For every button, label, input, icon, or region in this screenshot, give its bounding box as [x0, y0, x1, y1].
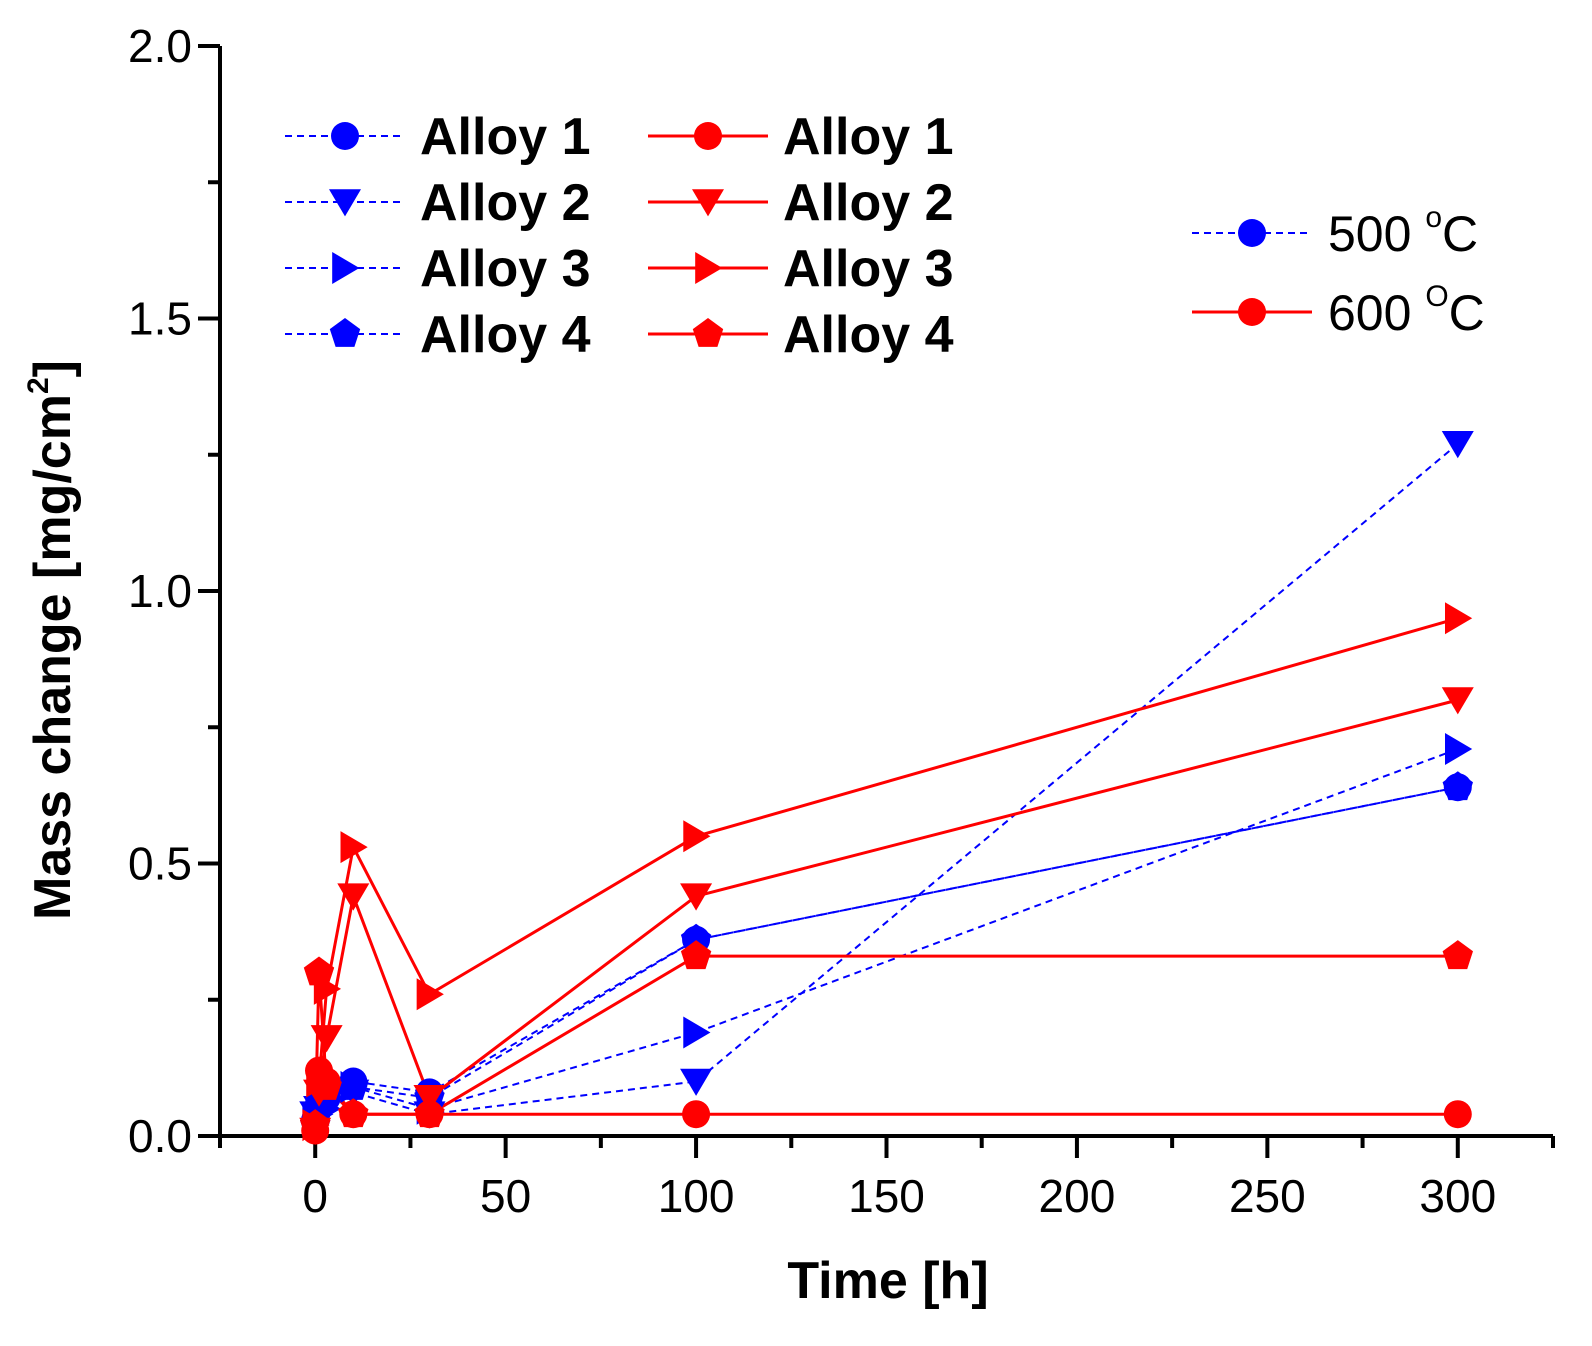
legend-label: Alloy 1: [420, 108, 591, 166]
legend-marker: [329, 189, 361, 217]
legend-marker: [332, 252, 360, 284]
series-line-600-alloy-2: [313, 698, 1459, 1131]
data-point-600-alloy-4: [680, 940, 712, 970]
y-tick-label: 1.0: [128, 565, 192, 617]
x-tick-label: 50: [480, 1170, 531, 1222]
y-axis-title-end: ]: [24, 360, 82, 377]
data-point-500-alloy-4: [338, 1071, 369, 1100]
temp-value: 600: [1328, 285, 1425, 341]
data-point-600-alloy-3: [1444, 602, 1473, 635]
series-line-500-alloy-2: [314, 443, 1459, 1116]
series-line-600-alloy-4: [313, 954, 1458, 1126]
data-point-600-alloy-2: [680, 883, 713, 911]
legend-marker: [329, 318, 361, 347]
legend-marker: [694, 122, 722, 150]
legend-marker: [695, 252, 723, 284]
legend-label: Alloy 4: [783, 306, 954, 364]
x-axis-title: Time [h]: [787, 1252, 988, 1310]
temp-legend-marker: [1238, 298, 1266, 326]
legend-label: Alloy 4: [420, 306, 591, 364]
temp-unit: C: [1449, 285, 1485, 341]
legend-label: Alloy 1: [783, 108, 954, 166]
data-point-500-alloy-3: [1444, 733, 1473, 766]
temp-value: 500: [1328, 206, 1425, 262]
y-tick-label: 2.0: [128, 20, 192, 72]
legend-label: Alloy 3: [783, 240, 954, 298]
temp-degree: O: [1425, 280, 1448, 313]
y-axis-title: Mass change [mg/cm2]: [22, 360, 82, 920]
x-tick-label: 100: [658, 1170, 735, 1222]
legend: Alloy 1 Alloy 2 Alloy 3 Alloy 4 Alloy 1 Alloy…: [285, 108, 1485, 364]
data-point-500-alloy-3: [683, 1016, 711, 1049]
y-axis-title-sup: 2: [22, 377, 55, 394]
data-point-600-alloy-4: [338, 1098, 369, 1128]
legend-label: Alloy 2: [420, 174, 591, 232]
legend-marker: [331, 122, 359, 150]
temp-legend-label: 600 OC: [1328, 280, 1485, 341]
y-axis-title-main: Mass change [mg/cm: [24, 394, 82, 920]
x-tick-label: 250: [1229, 1170, 1306, 1222]
x-tick-label: 200: [1039, 1170, 1116, 1222]
y-tick-label: 0.5: [128, 838, 192, 890]
axes: 0.0 0.5 1.0 1.5 2.0 0 50 100 150 200 250 300: [128, 20, 1555, 1222]
x-tick-label: 300: [1419, 1170, 1496, 1222]
data-point-600-alloy-3: [340, 831, 368, 864]
temp-degree: o: [1425, 201, 1442, 234]
data-point-500-alloy-4: [1442, 771, 1473, 801]
data-point-500-alloy-4: [680, 923, 712, 953]
y-tick-label: 0.0: [128, 1110, 192, 1162]
series-markers: [299, 431, 1474, 1145]
data-point-600-alloy-4: [311, 1071, 342, 1100]
series-lines: [313, 443, 1459, 1131]
data-point-600-alloy-1: [682, 1100, 711, 1129]
legend-marker: [692, 189, 724, 217]
data-point-600-alloy-1: [1443, 1100, 1472, 1129]
data-point-600-alloy-3: [416, 978, 444, 1011]
data-point-600-alloy-2: [1441, 687, 1474, 715]
temp-legend-label: 500 oC: [1328, 201, 1478, 262]
data-point-600-alloy-2: [310, 1025, 343, 1053]
legend-marker: [692, 318, 724, 347]
data-point-500-alloy-2: [1441, 431, 1474, 459]
data-point-600-alloy-3: [683, 820, 711, 853]
data-point-600-alloy-4: [300, 1109, 331, 1138]
data-point-600-alloy-2: [337, 883, 370, 911]
x-tick-label: 150: [848, 1170, 925, 1222]
data-point-600-alloy-4: [1442, 940, 1473, 970]
series-line-600-alloy-3: [313, 616, 1459, 1126]
series-line-500-alloy-1: [314, 786, 1458, 1120]
data-point-500-alloy-2: [680, 1068, 713, 1096]
x-tick-label: 0: [302, 1170, 328, 1222]
temp-legend-marker: [1238, 219, 1266, 247]
temp-unit: C: [1442, 206, 1478, 262]
data-point-600-alloy-4: [303, 956, 335, 986]
legend-label: Alloy 3: [420, 240, 591, 298]
legend-label: Alloy 2: [783, 174, 954, 232]
y-tick-label: 1.5: [128, 293, 192, 345]
data-point-600-alloy-4: [414, 1098, 445, 1128]
